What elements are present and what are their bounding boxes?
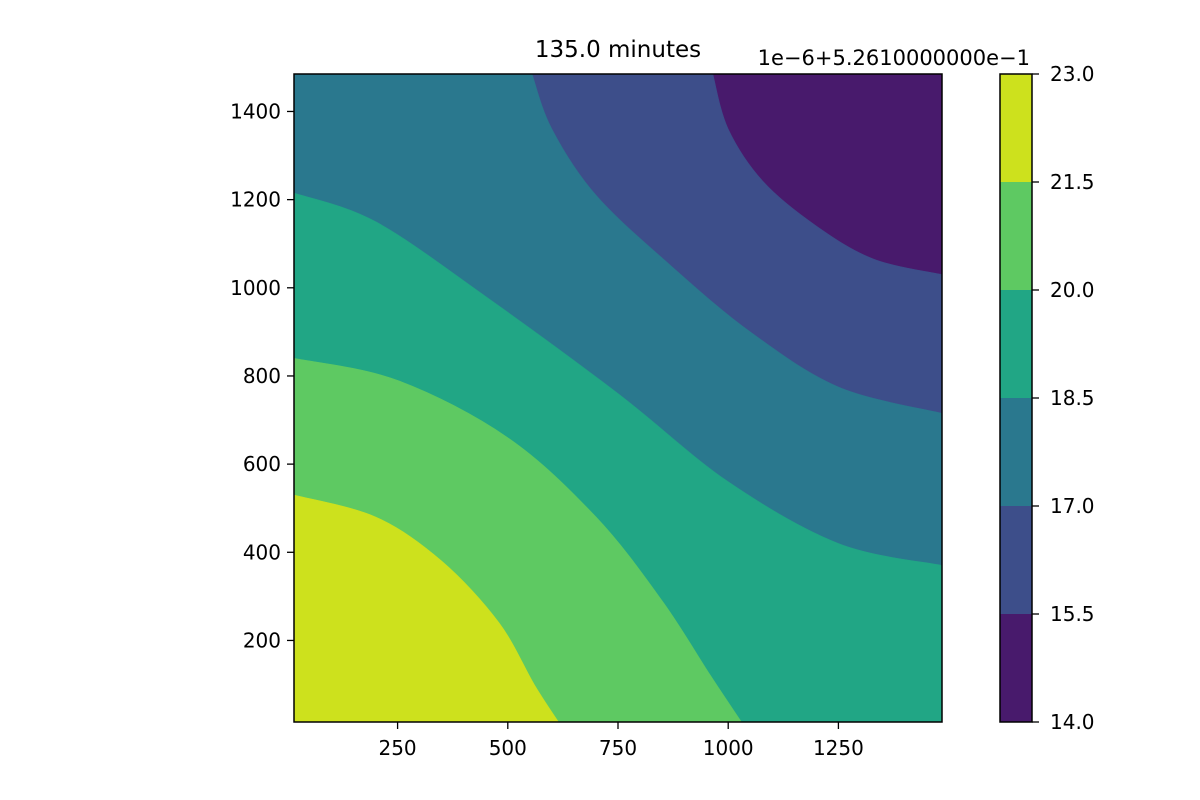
x-tick-label: 500 [489, 736, 527, 760]
colorbar-segment [1000, 182, 1032, 290]
colorbar-tick-label: 20.0 [1050, 278, 1095, 302]
colorbar-tick-label: 17.0 [1050, 494, 1095, 518]
colorbar-segment [1000, 398, 1032, 506]
x-tick-label: 750 [599, 736, 637, 760]
colorbar-segment [1000, 74, 1032, 182]
y-axis: 200 400 600 800 1000 1200 1400 [230, 99, 294, 652]
colorbar-tick-label: 18.5 [1050, 386, 1095, 410]
colorbar-offset-label: 1e−6+5.2610000000e−1 [758, 46, 1030, 70]
colorbar-segment [1000, 290, 1032, 398]
y-tick-label: 400 [243, 540, 281, 564]
y-tick-label: 1000 [230, 276, 281, 300]
y-tick-label: 600 [243, 452, 281, 476]
colorbar-tick-label: 23.0 [1050, 62, 1095, 86]
colorbar-tick-label: 14.0 [1050, 710, 1095, 734]
colorbar-segment [1000, 506, 1032, 614]
colorbar-ticks: 14.0 15.5 17.0 18.5 20.0 21.5 23.0 [1032, 62, 1095, 734]
contour-fill-layer [294, 74, 942, 722]
colorbar [1000, 74, 1032, 722]
x-tick-label: 1250 [813, 736, 864, 760]
x-tick-label: 1000 [703, 736, 754, 760]
y-tick-label: 200 [243, 628, 281, 652]
chart-title: 135.0 minutes [535, 37, 701, 63]
y-tick-label: 1400 [230, 99, 281, 123]
y-tick-label: 1200 [230, 188, 281, 212]
colorbar-tick-label: 15.5 [1050, 602, 1095, 626]
x-axis: 250 500 750 1000 1250 [378, 722, 864, 760]
colorbar-tick-label: 21.5 [1050, 170, 1095, 194]
y-tick-label: 800 [243, 364, 281, 388]
x-tick-label: 250 [378, 736, 416, 760]
colorbar-segment [1000, 614, 1032, 722]
contour-band-21.5-23 [294, 494, 559, 722]
